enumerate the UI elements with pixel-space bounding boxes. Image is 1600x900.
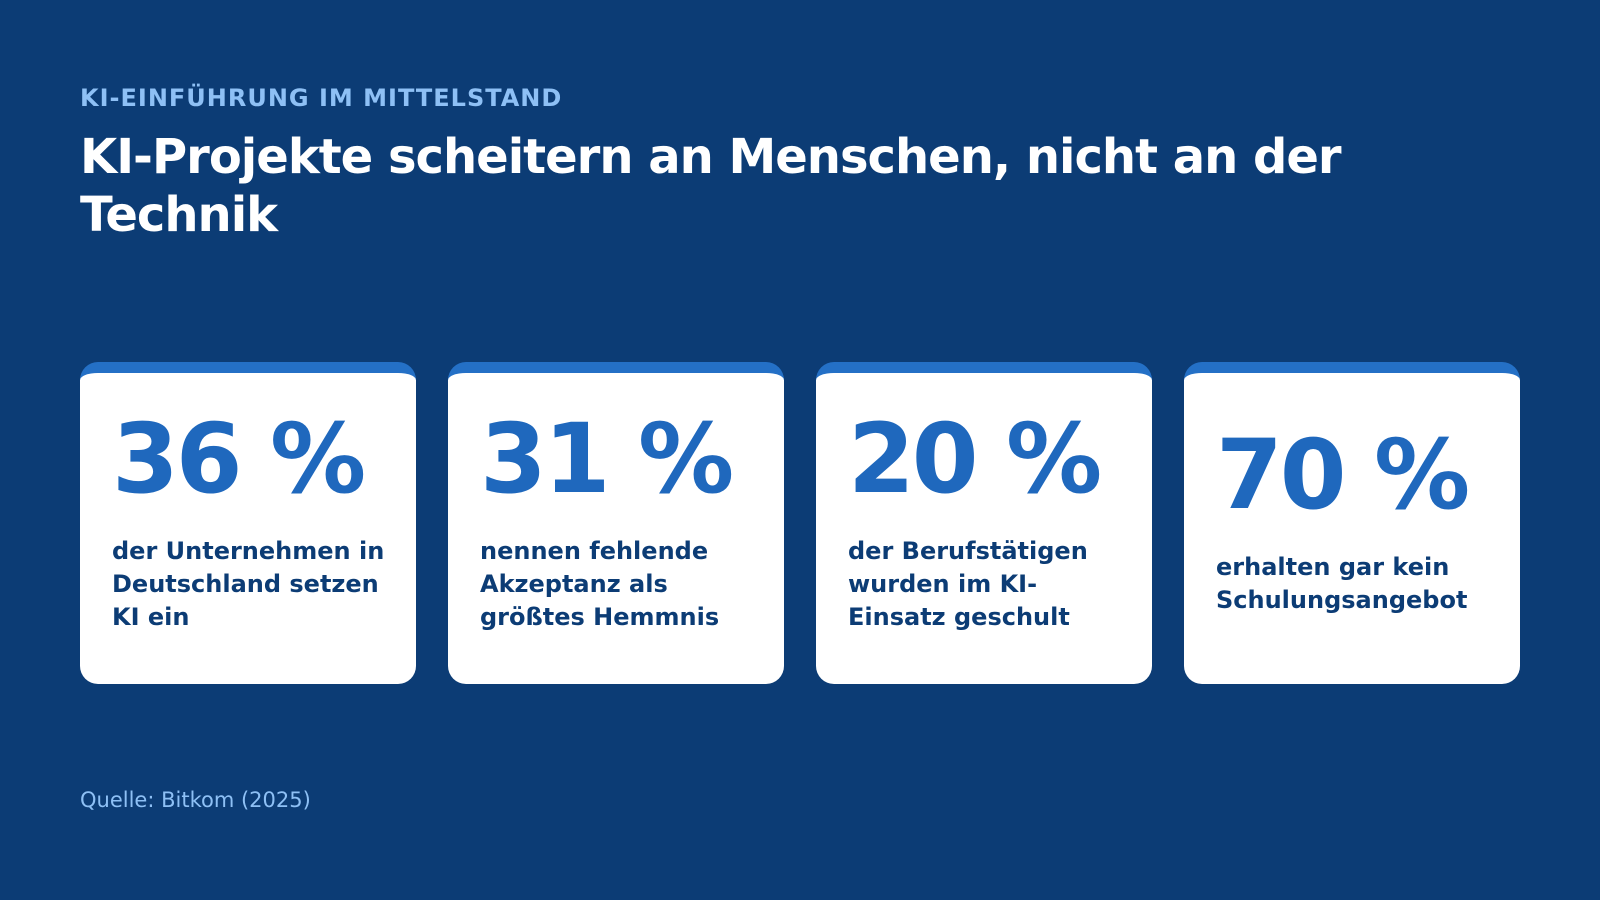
stat-card-acceptance-barrier: 31 % nennen fehlende Akzeptanz als größt… [448,362,784,684]
stat-description: nennen fehlende Akzeptanz als größtes He… [480,537,720,631]
stat-description: erhalten gar kein Schulungsangebot [1216,553,1468,614]
stat-value: 70 % [1216,419,1470,531]
stat-description: der Unternehmen in Deutschland setzen KI… [112,537,385,631]
page-title: KI-Projekte scheitern an Menschen, nicht… [80,129,1342,243]
stat-card-training: 20 % der Berufstätigen wurden im KI-Eins… [816,362,1152,684]
stat-value: 36 % [112,403,366,515]
stat-card-acceptance-usage: 36 % der Unternehmen in Deutschland setz… [80,362,416,684]
stat-cards: 36 % der Unternehmen in Deutschland setz… [80,362,1520,684]
source-note: Quelle: Bitkom (2025) [80,788,311,812]
stat-description: der Berufstätigen wurden im KI-Einsatz g… [848,537,1088,631]
stat-value: 31 % [480,403,734,515]
eyebrow-label: KI-EINFÜHRUNG IM MITTELSTAND [80,84,563,112]
stat-value: 20 % [848,403,1102,515]
stat-card-no-training: 70 % erhalten gar kein Schulungsangebot [1184,362,1520,684]
